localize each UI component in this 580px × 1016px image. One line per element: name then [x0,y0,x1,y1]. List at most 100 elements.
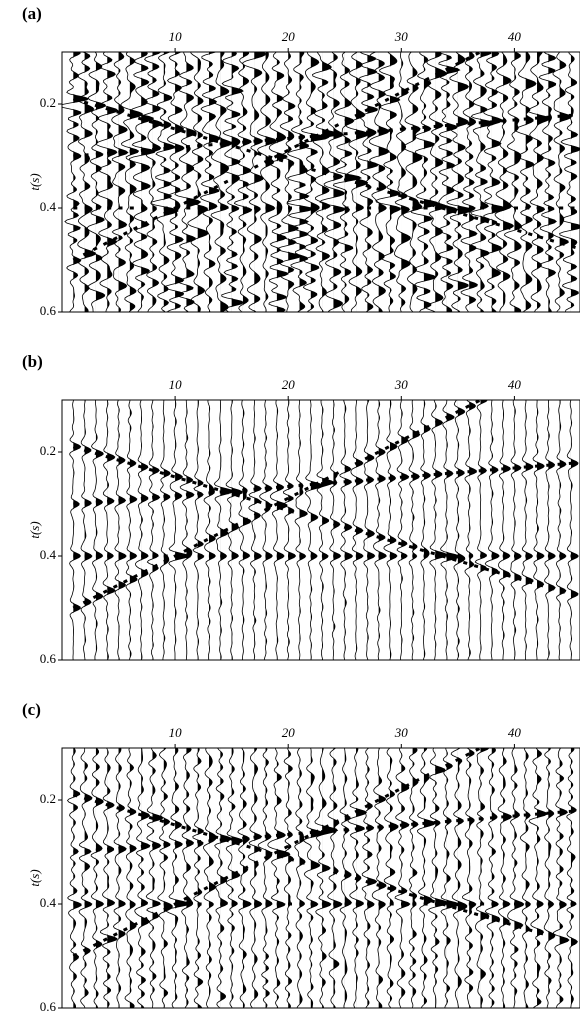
trace [371,748,387,1008]
trace [220,52,245,312]
trace [214,748,232,1008]
trace [124,748,137,1008]
x-tick-label: 40 [508,29,522,44]
y-tick-label: 0.6 [40,999,57,1014]
trace-fill [95,52,106,312]
trace [203,400,216,660]
x-tick-label: 40 [508,725,522,740]
trace-fill [163,400,171,660]
y-tick-label: 0.2 [40,791,56,806]
trace [460,52,478,312]
trace [199,52,221,312]
trace-fill [288,52,301,312]
trace [192,748,204,1008]
trace [408,748,419,1008]
trace-fill [299,400,308,660]
trace [347,748,368,1008]
plot-frame [61,747,580,1009]
trace [238,400,252,660]
x-tick-label: 10 [169,725,183,740]
event [72,793,580,947]
trace-fill [412,748,419,1008]
trace [538,52,557,312]
trace [437,52,461,312]
trace [527,52,550,312]
trace [225,748,244,1008]
trace [257,748,273,1008]
trace [142,52,163,312]
trace-fill [446,52,460,312]
trace [174,52,202,312]
trace [159,400,171,660]
trace [420,400,431,660]
trace [114,400,127,660]
trace [383,400,398,660]
event [72,52,482,262]
y-tick-label: 0.4 [40,199,57,214]
trace [329,400,342,660]
panel-title: (a) [22,4,42,23]
trace [462,748,477,1008]
trace-fill [491,52,507,312]
trace [424,52,448,312]
trace [497,748,513,1008]
trace [339,748,352,1008]
trace-fill [514,748,524,1008]
trace-fill [344,52,362,312]
trace-fill [389,400,398,660]
trace [304,400,324,660]
trace [256,52,278,312]
trace [440,400,460,660]
trace-fill [276,400,288,660]
trace-fill [423,400,431,660]
trace [125,400,138,660]
trace [146,400,161,660]
trace-fill [537,52,550,312]
panel-title: (b) [22,352,43,371]
trace-fill [299,52,313,312]
trace-fill [378,400,387,660]
y-tick-label: 0.4 [40,895,57,910]
trace-fill [356,400,364,660]
trace [339,400,354,660]
trace [507,748,525,1008]
trace [474,748,490,1008]
trace [277,52,302,312]
traces [66,748,580,1008]
trace-fill [503,52,514,312]
trace [202,748,217,1008]
trace-fill [288,400,296,660]
trace-fill [73,400,81,660]
trace-fill [491,748,500,1008]
trace-fill [435,400,448,660]
trace-fill [367,52,379,312]
trace-fill [514,400,522,660]
trace [464,400,477,660]
trace-fill [480,400,488,660]
trace-fill [537,748,547,1008]
trace [80,400,93,660]
trace [363,400,376,660]
trace-fill [344,748,352,1008]
trace-fill [480,748,490,1008]
trace-fill [548,400,556,660]
trace-fill [570,400,579,660]
y-tick-label: 0.2 [40,95,56,110]
trace [528,748,548,1008]
trace [294,748,306,1008]
panel: (b) t(s) 10 20 30 40 0.2 0.4 0.6 [22,352,580,666]
trace-fill [186,748,194,1008]
trace [375,52,402,312]
trace [393,52,412,312]
trace [470,52,495,312]
trace [267,748,291,1008]
trace [99,748,118,1008]
trace-fill [435,748,449,1008]
y-axis-label: t(s) [27,521,42,538]
x-tick-label: 10 [169,377,183,392]
trace [394,748,411,1008]
trace [514,52,537,312]
trace-fill [95,748,104,1008]
trace [312,52,338,312]
trace-fill [333,400,341,660]
